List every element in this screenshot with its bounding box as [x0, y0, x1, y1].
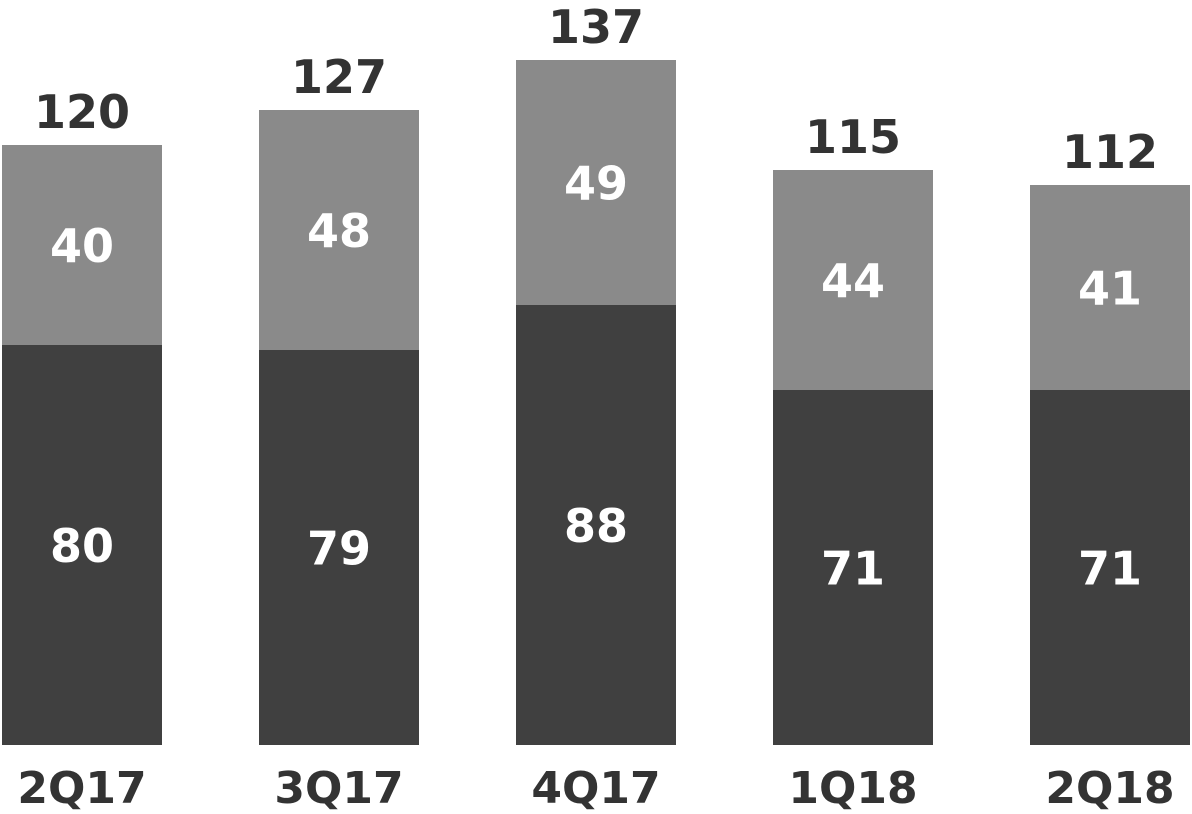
bar-lower-1Q18 — [773, 390, 933, 745]
labels-layer: 80 40 120 2Q17 79 48 127 3Q17 88 49 137 4Q17 71 44 115… — [17, 0, 1174, 814]
data-label-lower-4Q17: 88 — [564, 499, 628, 553]
total-label-2Q17: 120 — [34, 85, 130, 139]
bar-lower-4Q17 — [516, 305, 676, 745]
x-tick-label-3Q17: 3Q17 — [274, 763, 403, 810]
bar-lower-2Q17 — [2, 345, 162, 745]
x-tick-label-1Q18: 1Q18 — [788, 763, 917, 810]
total-label-4Q17: 137 — [548, 0, 644, 54]
x-tick-label-2Q17: 2Q17 — [17, 763, 146, 810]
data-label-lower-2Q17: 80 — [50, 519, 114, 573]
bar-lower-3Q17 — [259, 350, 419, 745]
data-label-upper-4Q17: 49 — [564, 157, 628, 211]
data-label-lower-1Q18: 71 — [821, 542, 885, 596]
total-label-1Q18: 115 — [805, 110, 901, 164]
bar-upper-1Q18 — [773, 170, 933, 390]
data-label-upper-2Q18: 41 — [1078, 262, 1142, 316]
bars-layer — [2, 60, 1190, 745]
data-label-lower-2Q18: 71 — [1078, 542, 1142, 596]
bar-upper-2Q18 — [1030, 185, 1190, 390]
data-label-upper-3Q17: 48 — [307, 204, 371, 258]
data-label-upper-2Q17: 40 — [50, 219, 114, 273]
bar-upper-2Q17 — [2, 145, 162, 345]
total-label-3Q17: 127 — [291, 50, 387, 104]
data-label-upper-1Q18: 44 — [821, 254, 885, 308]
x-tick-label-4Q17: 4Q17 — [531, 763, 660, 810]
bar-upper-3Q17 — [259, 110, 419, 350]
x-tick-label-2Q18: 2Q18 — [1045, 763, 1174, 810]
bar-lower-2Q18 — [1030, 390, 1190, 745]
data-label-lower-3Q17: 79 — [307, 522, 371, 576]
bar-upper-4Q17 — [516, 60, 676, 305]
total-label-2Q18: 112 — [1062, 125, 1158, 179]
